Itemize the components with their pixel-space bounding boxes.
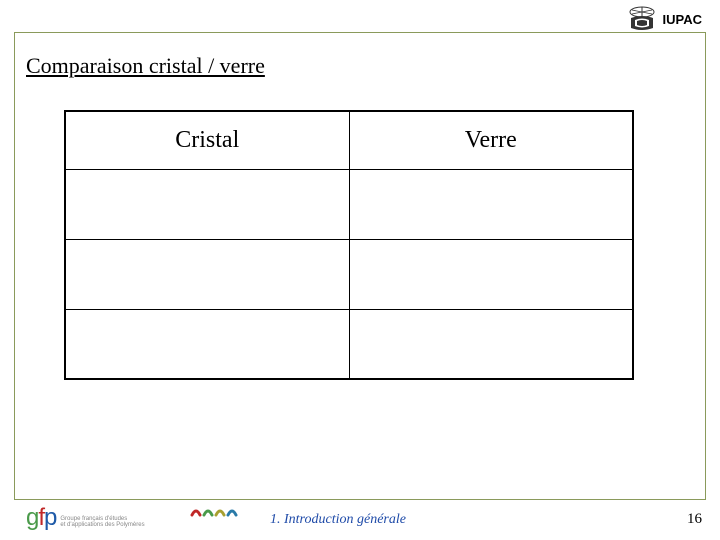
slide-title: Comparaison cristal / verre bbox=[26, 53, 265, 79]
squiggle-icon bbox=[190, 505, 250, 524]
table-header-row: Cristal Verre bbox=[65, 111, 633, 169]
gfp-letters: gfp bbox=[26, 504, 56, 532]
iupac-logo-icon bbox=[627, 6, 657, 32]
table-cell bbox=[65, 239, 349, 309]
table-cell bbox=[349, 239, 633, 309]
table-header-cell: Cristal bbox=[65, 111, 349, 169]
table-cell bbox=[65, 309, 349, 379]
header-right: IUPAC bbox=[627, 6, 702, 32]
table-header-cell: Verre bbox=[349, 111, 633, 169]
table-cell bbox=[349, 309, 633, 379]
iupac-label: IUPAC bbox=[663, 12, 702, 27]
table-row bbox=[65, 309, 633, 379]
comparison-table: Cristal Verre bbox=[64, 110, 634, 380]
table-cell bbox=[349, 169, 633, 239]
page-number: 16 bbox=[687, 511, 702, 528]
table-row bbox=[65, 239, 633, 309]
table-row bbox=[65, 169, 633, 239]
gfp-logo: gfp Groupe français d'études et d'applic… bbox=[26, 504, 145, 532]
gfp-subtitle: Groupe français d'études et d'applicatio… bbox=[60, 516, 144, 532]
footer-section-title: 1. Introduction générale bbox=[270, 512, 406, 528]
table-cell bbox=[65, 169, 349, 239]
footer: gfp Groupe français d'études et d'applic… bbox=[0, 504, 720, 532]
